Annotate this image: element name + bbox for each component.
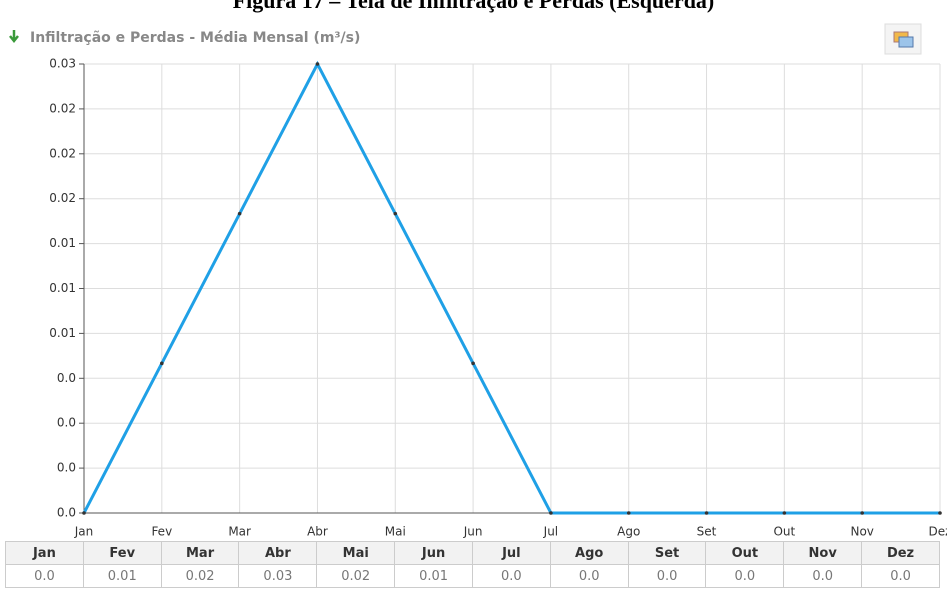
point [82, 511, 86, 515]
table-cell: Set [627, 541, 707, 565]
table-cell: Out [705, 541, 785, 565]
chart: Infiltração e Perdas - Média Mensal (m³/… [9, 23, 947, 539]
y-tick-label: 0.0 [57, 506, 76, 520]
title-icon [9, 30, 19, 44]
table-cell: Jan [5, 541, 84, 565]
caption: Figura 17 – Tela de Infiltração e Perdas… [232, 0, 715, 13]
table-cell: Mai [316, 541, 396, 565]
y-tick-label: 0.0 [57, 371, 76, 385]
x-tick-label: Mar [228, 525, 251, 539]
table-cell: 0.0 [549, 564, 629, 588]
x-tick-label: Set [697, 525, 717, 539]
table-cell: 0.0 [627, 564, 707, 588]
data-table: Jan Fev Mar Abr Mai Jun Jul Ago Set Out Nov Dez 0.0 0… [5, 541, 940, 588]
point [549, 511, 553, 515]
table-cell: 0.0 [861, 564, 940, 588]
point [393, 211, 398, 216]
x-tick-label: Dez [929, 525, 947, 539]
table-cell: 0.0 [705, 564, 785, 588]
y-tick-label: 0.03 [49, 57, 76, 71]
point [782, 511, 787, 515]
table-cell: 0.0 [783, 564, 863, 588]
table-cell: Abr [238, 541, 318, 565]
x-tick-label: Ago [617, 525, 640, 539]
y-tick-label: 0.02 [49, 146, 76, 160]
point [626, 511, 631, 515]
x-tick-label: Jun [463, 525, 483, 539]
y-tick-label: 0.02 [49, 101, 76, 115]
table-cell: Jun [394, 541, 473, 565]
y-tick-label: 0.01 [49, 281, 76, 295]
table-row: Jan Fev Mar Abr Mai Jun Jul Ago Set Out Nov Dez [5, 541, 940, 565]
x-tick-label: Fev [151, 525, 172, 539]
table-cell: 0.0 [5, 564, 84, 588]
x-tick-label: Jul [543, 525, 558, 539]
table-cell: 0.02 [316, 564, 396, 588]
point [160, 361, 164, 366]
line [82, 60, 940, 515]
table-cell: Nov [783, 541, 863, 565]
table-cell: Dez [861, 541, 940, 565]
export-icon [898, 36, 914, 48]
x-tick-label: Jan [74, 525, 94, 539]
x-tick-label: Mai [385, 525, 406, 539]
x-tick-label: Nov [850, 525, 873, 539]
table-cell: 0.03 [238, 564, 318, 588]
point [471, 361, 475, 366]
table-cell: 0.0 [471, 564, 551, 588]
x-tick-label: Abr [307, 525, 328, 539]
y-tick-label: 0.01 [49, 236, 76, 250]
table-cell: 0.01 [82, 564, 162, 588]
point [315, 62, 320, 66]
point [237, 211, 242, 216]
point [704, 511, 709, 515]
table-cell: Jul [471, 541, 551, 565]
table-cell: 0.02 [160, 564, 240, 588]
table-cell: Mar [160, 541, 240, 565]
y-tick-label: 0.0 [57, 416, 76, 430]
table-cell: 0.01 [394, 564, 473, 588]
y-tick-label: 0.0 [57, 461, 76, 475]
table-cell: Fev [82, 541, 162, 565]
y-tick-label: 0.01 [49, 326, 76, 340]
export-button[interactable] [884, 23, 922, 55]
table-row: 0.0 0.01 0.02 0.03 0.02 0.01 0.0 0.0 0.0 0.0 0.0 0.… [5, 564, 940, 588]
point [860, 511, 864, 515]
chart-title: Infiltração e Perdas - Média Mensal (m³/… [30, 30, 360, 46]
table-cell: Ago [549, 541, 629, 565]
x-tick-label: Out [773, 525, 795, 539]
point [938, 511, 942, 515]
y-tick-label: 0.02 [49, 191, 76, 205]
